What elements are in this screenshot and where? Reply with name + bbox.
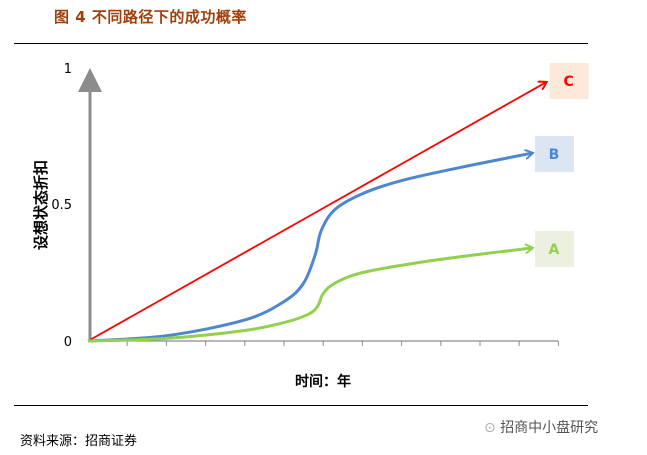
watermark: ⊙ 招商中小盘研究 bbox=[484, 417, 598, 437]
y-tick-label: 1 bbox=[64, 62, 72, 77]
series-label-B: B bbox=[549, 147, 560, 163]
y-axis-label: 设想状态折扣 bbox=[32, 160, 50, 250]
series-label-box-C bbox=[549, 62, 589, 99]
series-line-C bbox=[87, 82, 547, 342]
bottom-divider bbox=[14, 405, 588, 406]
top-divider bbox=[14, 43, 588, 44]
y-tick-label: 0.5 bbox=[51, 198, 72, 213]
series-label-box-A bbox=[534, 230, 574, 267]
figure-title: 图 4 不同路径下的成功概率 bbox=[54, 8, 247, 26]
y-tick-label: 0 bbox=[64, 335, 72, 350]
series-line-B bbox=[87, 153, 533, 343]
series-label-A: A bbox=[548, 242, 559, 258]
series-line-A bbox=[87, 248, 533, 343]
source-note: 资料来源：招商证券 bbox=[20, 434, 138, 449]
x-axis-label: 时间：年 bbox=[295, 373, 351, 390]
watermark-text: 招商中小盘研究 bbox=[500, 420, 599, 436]
series-label-box-B bbox=[534, 135, 574, 172]
series-label-C: C bbox=[563, 74, 573, 90]
wechat-icon: ⊙ bbox=[484, 420, 501, 436]
